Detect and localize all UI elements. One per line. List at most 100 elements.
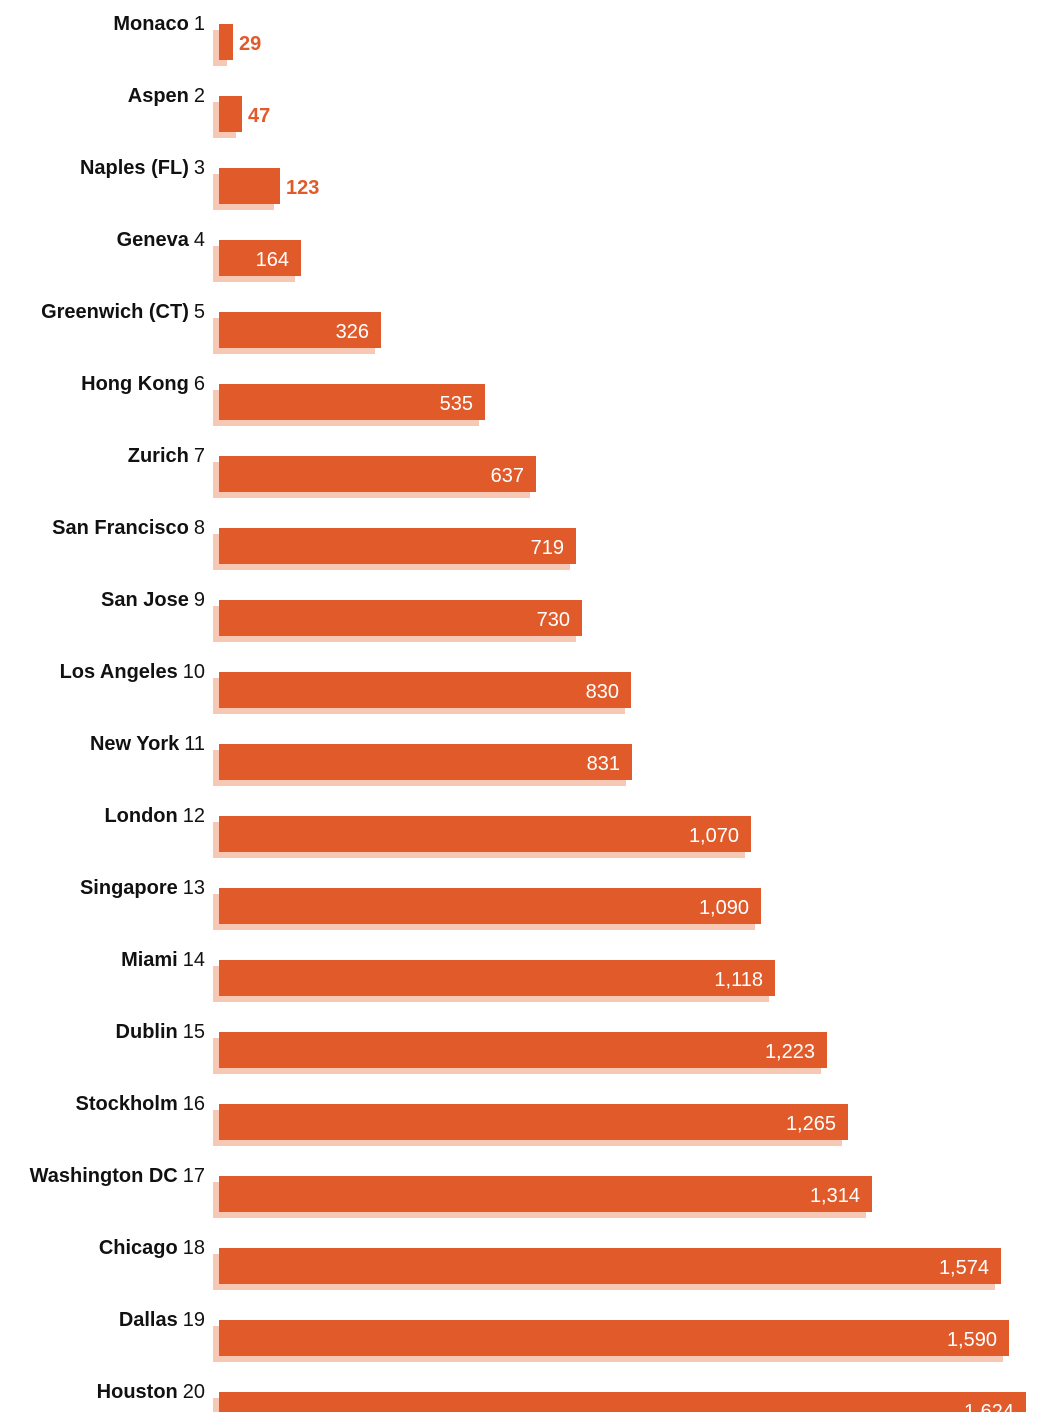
city-name: Greenwich (CT)	[41, 301, 189, 323]
city-name: Aspen	[127, 85, 189, 107]
bar-row: Chicago 18 1,574	[0, 1236, 1046, 1290]
bar	[219, 456, 536, 492]
city-rank: 16	[182, 1093, 205, 1115]
category-label: New York 11	[90, 732, 205, 756]
city-rank: 17	[182, 1165, 205, 1187]
bar-row: Monaco 1 29	[0, 12, 1046, 66]
bar	[219, 960, 775, 996]
bar	[219, 888, 761, 924]
city-rank: 20	[182, 1381, 205, 1403]
bar	[219, 24, 233, 60]
city-name: Dallas	[118, 1309, 178, 1331]
bar-value-label: 730	[536, 609, 570, 631]
bar-value-label: 830	[585, 681, 619, 703]
city-rank: 7	[193, 445, 205, 467]
bar	[219, 168, 280, 204]
bar	[219, 1248, 1001, 1284]
bar-value-label: 831	[586, 753, 620, 775]
bar	[219, 240, 301, 276]
category-label: Aspen 2	[128, 84, 205, 108]
city-name: Monaco	[113, 13, 189, 35]
bar-value-label: 164	[255, 249, 289, 271]
city-rank: 8	[193, 517, 205, 539]
category-label: Monaco 1	[113, 12, 205, 36]
city-rank: 13	[182, 877, 205, 899]
bar-row: San Francisco 8 719	[0, 516, 1046, 570]
category-label: Los Angeles 10	[60, 660, 205, 684]
category-label: Naples (FL) 3	[80, 156, 205, 180]
bar-row: Zurich 7 637	[0, 444, 1046, 498]
category-label: Dublin 15	[116, 1020, 205, 1044]
city-name: San Francisco	[52, 517, 189, 539]
city-rank: 1	[193, 13, 205, 35]
category-label: Stockholm 16	[76, 1092, 206, 1116]
city-rank: 5	[193, 301, 205, 323]
bar-row: San Jose 9 730	[0, 588, 1046, 642]
bar-value-label: 1,118	[714, 969, 763, 991]
bar-value-label: 719	[530, 537, 564, 559]
city-rank: 18	[182, 1237, 205, 1259]
category-label: Hong Kong 6	[81, 372, 205, 396]
city-rank: 2	[193, 85, 205, 107]
bar	[219, 600, 582, 636]
bar-row: Dallas 19 1,590	[0, 1308, 1046, 1362]
bar-row: Houston 20 1,624	[0, 1380, 1046, 1412]
bar	[219, 672, 631, 708]
bar-value-label: 1,574	[938, 1257, 989, 1279]
city-name: Washington DC	[29, 1165, 178, 1187]
bar	[219, 1176, 872, 1212]
category-label: Miami 14	[121, 948, 205, 972]
bar	[219, 816, 751, 852]
bar-row: Miami 14 1,118	[0, 948, 1046, 1002]
bar-value-label: 1,590	[946, 1329, 997, 1351]
bar	[219, 1104, 848, 1140]
bar	[219, 312, 381, 348]
bar	[219, 1032, 827, 1068]
bar-value-label: 1,223	[764, 1041, 815, 1063]
category-label: Chicago 18	[99, 1236, 205, 1260]
city-name: Geneva	[116, 229, 189, 251]
bar-row: Greenwich (CT) 5 326	[0, 300, 1046, 354]
city-name: New York	[89, 733, 180, 755]
bar	[219, 384, 485, 420]
category-label: London 12	[104, 804, 205, 828]
bar-value-label: 1,314	[809, 1185, 860, 1207]
city-rank: 14	[182, 949, 205, 971]
category-label: Washington DC 17	[30, 1164, 205, 1188]
city-rank: 9	[193, 589, 205, 611]
city-name: Hong Kong	[81, 373, 189, 395]
city-name: San Jose	[101, 589, 189, 611]
city-rank: 12	[182, 805, 205, 827]
bar-row: Naples (FL) 3 123	[0, 156, 1046, 210]
bar-value-label: 47	[248, 105, 271, 127]
city-name: Los Angeles	[59, 661, 178, 683]
city-rank: 15	[182, 1021, 205, 1043]
bar-row: Singapore 13 1,090	[0, 876, 1046, 930]
bar-row: Geneva 4 164	[0, 228, 1046, 282]
city-rank: 3	[193, 157, 205, 179]
city-name: Naples (FL)	[79, 157, 189, 179]
bar-row: New York 11 831	[0, 732, 1046, 786]
bar-row: London 12 1,070	[0, 804, 1046, 858]
bar	[219, 528, 576, 564]
bar-value-label: 1,265	[785, 1113, 836, 1135]
bar-value-label: 1,090	[698, 897, 749, 919]
bar	[219, 744, 632, 780]
city-rank: 6	[193, 373, 205, 395]
city-name: Dublin	[115, 1021, 178, 1043]
bar-value-label: 29	[239, 33, 262, 55]
city-name: Stockholm	[75, 1093, 178, 1115]
city-name: Chicago	[98, 1237, 178, 1259]
city-name: Singapore	[79, 877, 178, 899]
category-label: Zurich 7	[128, 444, 205, 468]
city-rank: 4	[193, 229, 205, 251]
bar-value-label: 123	[286, 177, 320, 199]
bar	[219, 96, 242, 132]
bar-row: Washington DC 17 1,314	[0, 1164, 1046, 1218]
bar-row: Stockholm 16 1,265	[0, 1092, 1046, 1146]
bar-value-label: 1,624	[963, 1401, 1014, 1412]
bar-row: Los Angeles 10 830	[0, 660, 1046, 714]
category-label: Geneva 4	[117, 228, 205, 252]
city-name: London	[104, 805, 178, 827]
city-rank: 11	[184, 733, 205, 755]
